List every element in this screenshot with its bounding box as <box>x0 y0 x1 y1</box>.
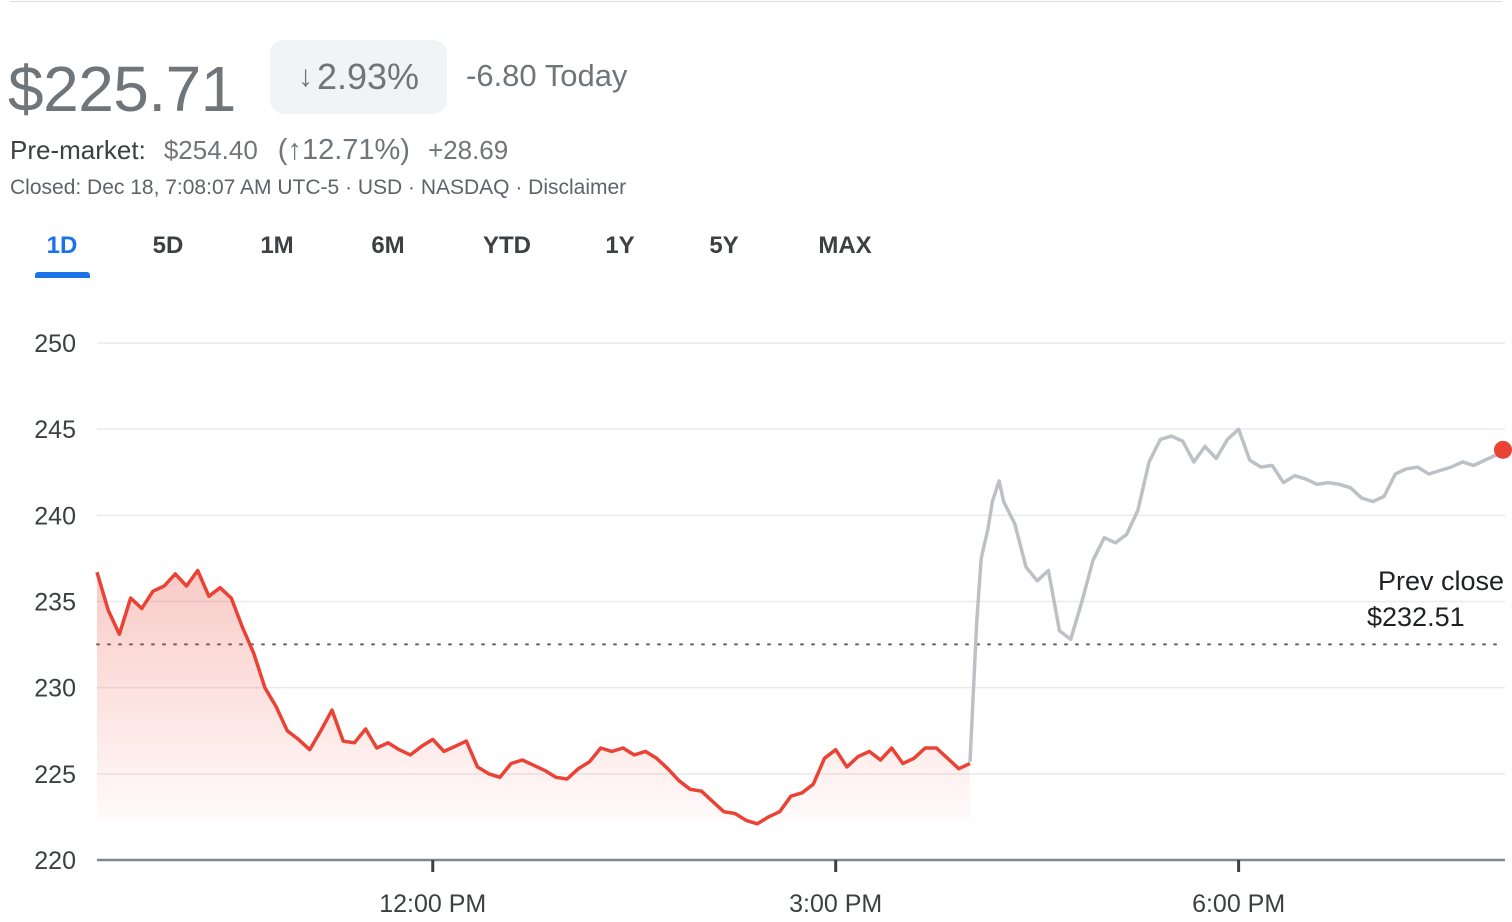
after-hours-line <box>968 427 1506 762</box>
premarket-label: Pre-market: <box>10 135 146 165</box>
premarket-percent: (↑12.71%) <box>277 134 410 166</box>
market-status-line: Closed: Dec 18, 7:08:07 AM UTC-5 · USD ·… <box>10 176 627 199</box>
current-price: $225.71 <box>8 53 236 125</box>
tab-5y[interactable]: 5Y <box>709 232 739 259</box>
premarket-change: +28.69 <box>427 135 509 165</box>
y-tick-label: 250 <box>34 330 76 358</box>
price-chart[interactable]: 250 245 240 235 230 225 220 12:00 PM 3:00 PM 6:00… <box>0 300 1512 922</box>
x-tick-label: 6:00 PM <box>1192 890 1285 918</box>
x-tick-label: 12:00 PM <box>379 890 486 918</box>
y-tick-label: 240 <box>34 502 76 530</box>
prev-close-label: Prev close <box>1378 566 1504 596</box>
tab-6m[interactable]: 6M <box>371 232 405 259</box>
tab-5d[interactable]: 5D <box>152 232 184 259</box>
tab-max[interactable]: MAX <box>818 232 872 259</box>
y-tick-label: 230 <box>34 675 76 703</box>
y-tick-label: 235 <box>34 589 76 617</box>
y-tick-label: 225 <box>34 761 76 789</box>
tab-1m[interactable]: 1M <box>260 232 294 259</box>
change-today: -6.80 Today <box>466 58 628 93</box>
y-tick-label: 220 <box>34 847 76 875</box>
x-tick-label: 3:00 PM <box>789 890 882 918</box>
regular-session-line <box>95 568 971 826</box>
prev-close-value: $232.51 <box>1367 602 1465 632</box>
arrow-down-icon: ↓ <box>297 60 313 93</box>
change-percent: 2.93% <box>316 56 420 97</box>
tab-1y[interactable]: 1Y <box>605 232 635 259</box>
change-badge: ↓ 2.93% <box>270 40 447 114</box>
regular-session-area <box>97 570 970 824</box>
y-tick-label: 245 <box>34 416 76 444</box>
premarket-price: $254.40 <box>163 135 258 165</box>
top-divider <box>10 1 1502 2</box>
tab-ytd[interactable]: YTD <box>483 232 531 259</box>
active-tab-indicator <box>35 272 90 278</box>
latest-price-dot <box>1494 440 1512 459</box>
tab-1d[interactable]: 1D <box>46 232 78 259</box>
premarket-row: Pre-market: $254.40 (↑12.71%) +28.69 <box>10 134 508 167</box>
